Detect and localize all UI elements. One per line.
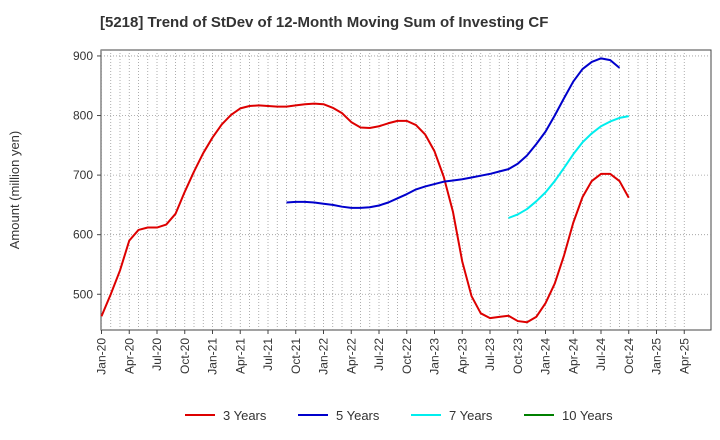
x-tick-label: Apr-25 (677, 338, 691, 374)
plot-area (100, 49, 712, 331)
series-line-2 (286, 57, 621, 209)
x-tick-label: Jul-22 (372, 338, 386, 371)
chart-title: [5218] Trend of StDev of 12-Month Moving… (100, 14, 548, 31)
x-tick-label: Jan-24 (539, 338, 553, 375)
y-tick-label: 900 (73, 49, 93, 63)
x-tick-label: Oct-21 (289, 338, 303, 374)
y-axis-ticks: 500 600 700 800 900 (73, 49, 101, 301)
x-tick-label: Oct-24 (622, 338, 636, 374)
x-tick-label: Apr-20 (122, 338, 136, 374)
series-line-3 (508, 115, 629, 219)
x-tick-label: Jul-20 (150, 338, 164, 371)
y-tick-label: 600 (73, 228, 93, 242)
y-axis-title: Amount (million yen) (7, 131, 22, 250)
legend-label: 5 Years (336, 408, 380, 423)
x-tick-label: Jul-21 (261, 338, 275, 371)
legend-label: 10 Years (562, 408, 613, 423)
x-tick-label: Oct-23 (511, 338, 525, 374)
series-lines (100, 57, 630, 324)
x-tick-label: Jan-23 (428, 338, 442, 375)
x-tick-label: Apr-21 (233, 338, 247, 374)
x-tick-label: Jan-20 (95, 338, 109, 375)
series-line-1 (100, 102, 630, 324)
x-tick-label: Jul-24 (594, 338, 608, 371)
x-tick-label: Jul-23 (483, 338, 497, 371)
x-tick-label: Apr-24 (566, 338, 580, 374)
y-tick-label: 700 (73, 168, 93, 182)
y-tick-label: 500 (73, 287, 93, 301)
legend-label: 7 Years (449, 408, 493, 423)
x-tick-label: Oct-20 (178, 338, 192, 374)
legend-label: 3 Years (223, 408, 267, 423)
x-tick-label: Jan-25 (650, 338, 664, 375)
x-tick-label: Oct-22 (400, 338, 414, 374)
x-tick-label: Jan-21 (206, 338, 220, 375)
x-tick-label: Jan-22 (317, 338, 331, 375)
x-axis-ticks: Jan-20 Apr-20 Jul-20 Oct-20 Jan-21 Apr-21 Jul-… (95, 330, 691, 375)
x-tick-label: Apr-23 (455, 338, 469, 374)
legend: 3 Years 5 Years 7 Years 10 Years (185, 408, 613, 423)
y-tick-label: 800 (73, 109, 93, 123)
x-tick-label: Apr-22 (344, 338, 358, 374)
